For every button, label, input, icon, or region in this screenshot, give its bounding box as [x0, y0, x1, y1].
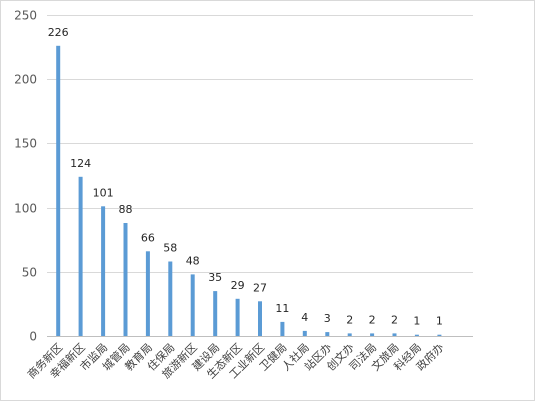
data-label-14: 2: [369, 313, 376, 326]
y-axis: 0 50 100 150 200 250: [14, 9, 37, 344]
bar-12: [325, 332, 330, 336]
bar-8: [235, 298, 240, 336]
data-label-15: 2: [391, 313, 398, 326]
data-label-2: 101: [93, 186, 114, 199]
data-label-1: 124: [70, 157, 91, 170]
data-label-12: 3: [324, 312, 331, 325]
data-label-7: 35: [208, 271, 222, 284]
data-label-6: 48: [186, 254, 200, 267]
data-label-9: 27: [253, 281, 267, 294]
bar-15: [392, 333, 397, 336]
bar-6: [190, 274, 195, 336]
data-label-16: 1: [413, 315, 420, 328]
data-label-3: 88: [119, 203, 133, 216]
bar-17: [437, 334, 442, 336]
bar-2: [101, 206, 106, 336]
bar-10: [280, 321, 285, 336]
data-label-8: 29: [231, 279, 245, 292]
bar-7: [213, 291, 218, 336]
bar-9: [258, 301, 262, 336]
bar-3: [123, 223, 128, 336]
bars: [56, 45, 442, 337]
bar-5: [168, 261, 173, 336]
y-tick-label: 100: [14, 202, 37, 216]
x-axis: 商务新区幸福新区市监局城管局教育局住保局旅游新区建设局生态新区工业新区卫健局人社…: [24, 336, 473, 381]
bar-13: [347, 333, 352, 336]
gridlines: [47, 15, 473, 273]
y-tick-label: 200: [14, 73, 37, 87]
data-label-4: 66: [141, 231, 155, 244]
data-label-10: 11: [275, 302, 289, 315]
y-tick-label: 50: [22, 266, 37, 280]
bar-11: [302, 330, 307, 336]
data-label-5: 58: [163, 242, 177, 255]
bar-4: [145, 251, 150, 336]
bar-14: [370, 333, 375, 336]
data-label-11: 4: [301, 311, 308, 324]
bar-1: [78, 176, 83, 336]
y-tick-label: 150: [14, 137, 37, 151]
bar-0: [56, 45, 61, 337]
data-label-17: 1: [436, 315, 443, 328]
y-tick-label: 250: [14, 9, 37, 23]
bar-16: [414, 334, 419, 336]
y-tick-label: 0: [29, 330, 37, 344]
data-label-13: 2: [346, 313, 353, 326]
data-label-0: 226: [48, 26, 69, 39]
